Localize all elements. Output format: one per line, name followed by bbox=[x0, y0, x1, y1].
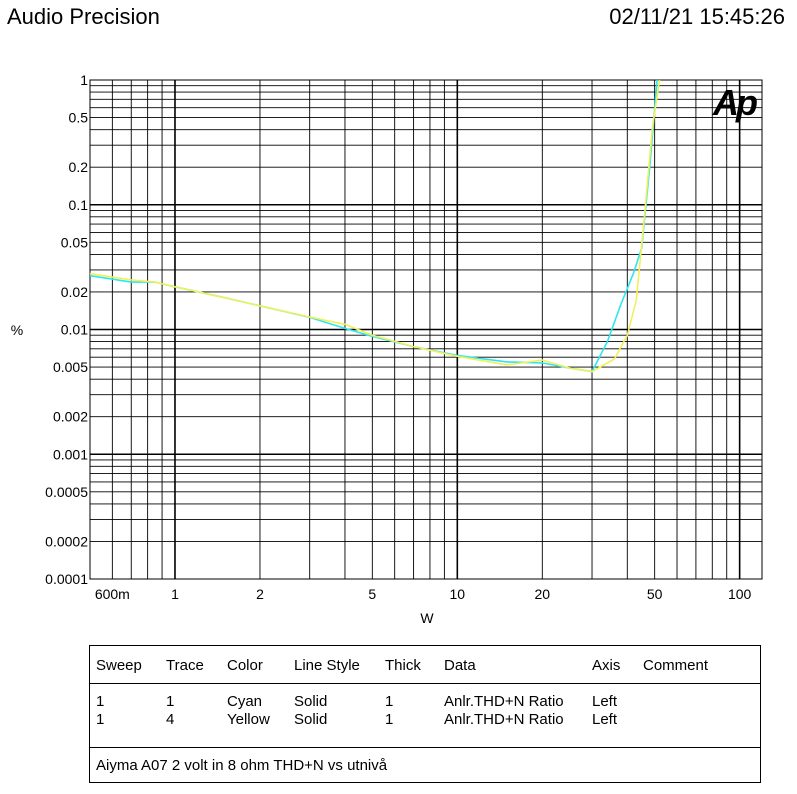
legend-row-1-axis: Left bbox=[592, 693, 618, 710]
legend-row-2-data: Anlr.THD+N Ratio bbox=[444, 711, 564, 728]
y-tick-label: 0.005 bbox=[53, 359, 88, 375]
y-tick-labels: 1 0.5 0.2 0.1 0.05 0.02 0.01 0.005 0.002 0.001 0.0… bbox=[45, 72, 88, 587]
legend-header-trace: Trace bbox=[166, 657, 204, 674]
y-tick-label: 0.02 bbox=[61, 284, 88, 300]
grid-major bbox=[90, 80, 762, 579]
legend-row-1-sweep: 1 bbox=[96, 693, 105, 710]
legend-row-2-thick: 1 bbox=[385, 711, 394, 728]
series-line-2 bbox=[89, 79, 661, 373]
legend-row-1-thick: 1 bbox=[385, 693, 394, 710]
legend-row-2-color: Yellow bbox=[227, 711, 270, 728]
legend-header-sweep: Sweep bbox=[96, 657, 142, 674]
y-tick-label: 0.1 bbox=[69, 197, 89, 213]
plot-frame bbox=[89, 79, 763, 580]
ap-logo: Ap bbox=[712, 82, 757, 123]
y-tick-label: 0.0001 bbox=[45, 571, 88, 587]
x-tick-label: 10 bbox=[450, 586, 466, 602]
legend-row-2-trace: 4 bbox=[166, 711, 175, 728]
y-tick-label: 0.5 bbox=[69, 110, 89, 126]
legend-row-2-sweep: 1 bbox=[96, 711, 105, 728]
timestamp: 02/11/21 15:45:26 bbox=[609, 4, 785, 29]
x-tick-label: 600m bbox=[95, 586, 130, 602]
legend-row-2-line-style: Solid bbox=[294, 711, 328, 728]
legend-divider-top bbox=[90, 683, 760, 684]
x-tick-label: 100 bbox=[728, 586, 752, 602]
legend-comment: Aiyma A07 2 volt in 8 ohm THD+N vs utniv… bbox=[96, 757, 388, 774]
legend-header-axis: Axis bbox=[592, 657, 621, 674]
legend-header-line-style: Line Style bbox=[294, 657, 360, 674]
x-tick-label: 2 bbox=[256, 586, 264, 602]
y-tick-label: 0.001 bbox=[53, 446, 88, 462]
x-tick-label: 1 bbox=[171, 586, 179, 602]
y-tick-label: 0.05 bbox=[61, 234, 88, 250]
legend-header-thick: Thick bbox=[385, 657, 421, 674]
y-tick-label: 0.002 bbox=[53, 409, 88, 425]
legend-row-1-data: Anlr.THD+N Ratio bbox=[444, 693, 564, 710]
x-tick-label: 50 bbox=[647, 586, 663, 602]
legend-row-2-axis: Left bbox=[592, 711, 618, 728]
thd-plot: 1 0.5 0.2 0.1 0.05 0.02 0.01 0.005 0.002 0.001 0.0… bbox=[11, 72, 763, 626]
legend-header-comment: Comment bbox=[643, 657, 709, 674]
legend-header-data: Data bbox=[444, 657, 476, 674]
y-axis-label: % bbox=[11, 322, 23, 338]
legend-row-1-line-style: Solid bbox=[294, 693, 328, 710]
y-tick-label: 0.0002 bbox=[45, 533, 88, 549]
legend-row-1-trace: 1 bbox=[166, 693, 175, 710]
x-tick-label: 20 bbox=[535, 586, 551, 602]
app-title: Audio Precision bbox=[7, 4, 160, 29]
y-tick-label: 1 bbox=[80, 72, 88, 88]
legend-header-color: Color bbox=[227, 657, 263, 674]
legend-table: Sweep Trace Color Line Style Thick Data … bbox=[89, 645, 761, 783]
series-layer bbox=[89, 79, 661, 373]
x-tick-label: 5 bbox=[368, 586, 376, 602]
y-tick-label: 0.01 bbox=[61, 322, 88, 338]
x-axis-label: W bbox=[420, 610, 434, 626]
legend-divider-bottom bbox=[90, 747, 760, 748]
legend-row-1-color: Cyan bbox=[227, 693, 263, 710]
y-tick-label: 0.2 bbox=[69, 159, 89, 175]
y-tick-label: 0.0005 bbox=[45, 484, 88, 500]
x-tick-labels: 600m 1 2 5 10 20 50 100 bbox=[95, 586, 752, 602]
